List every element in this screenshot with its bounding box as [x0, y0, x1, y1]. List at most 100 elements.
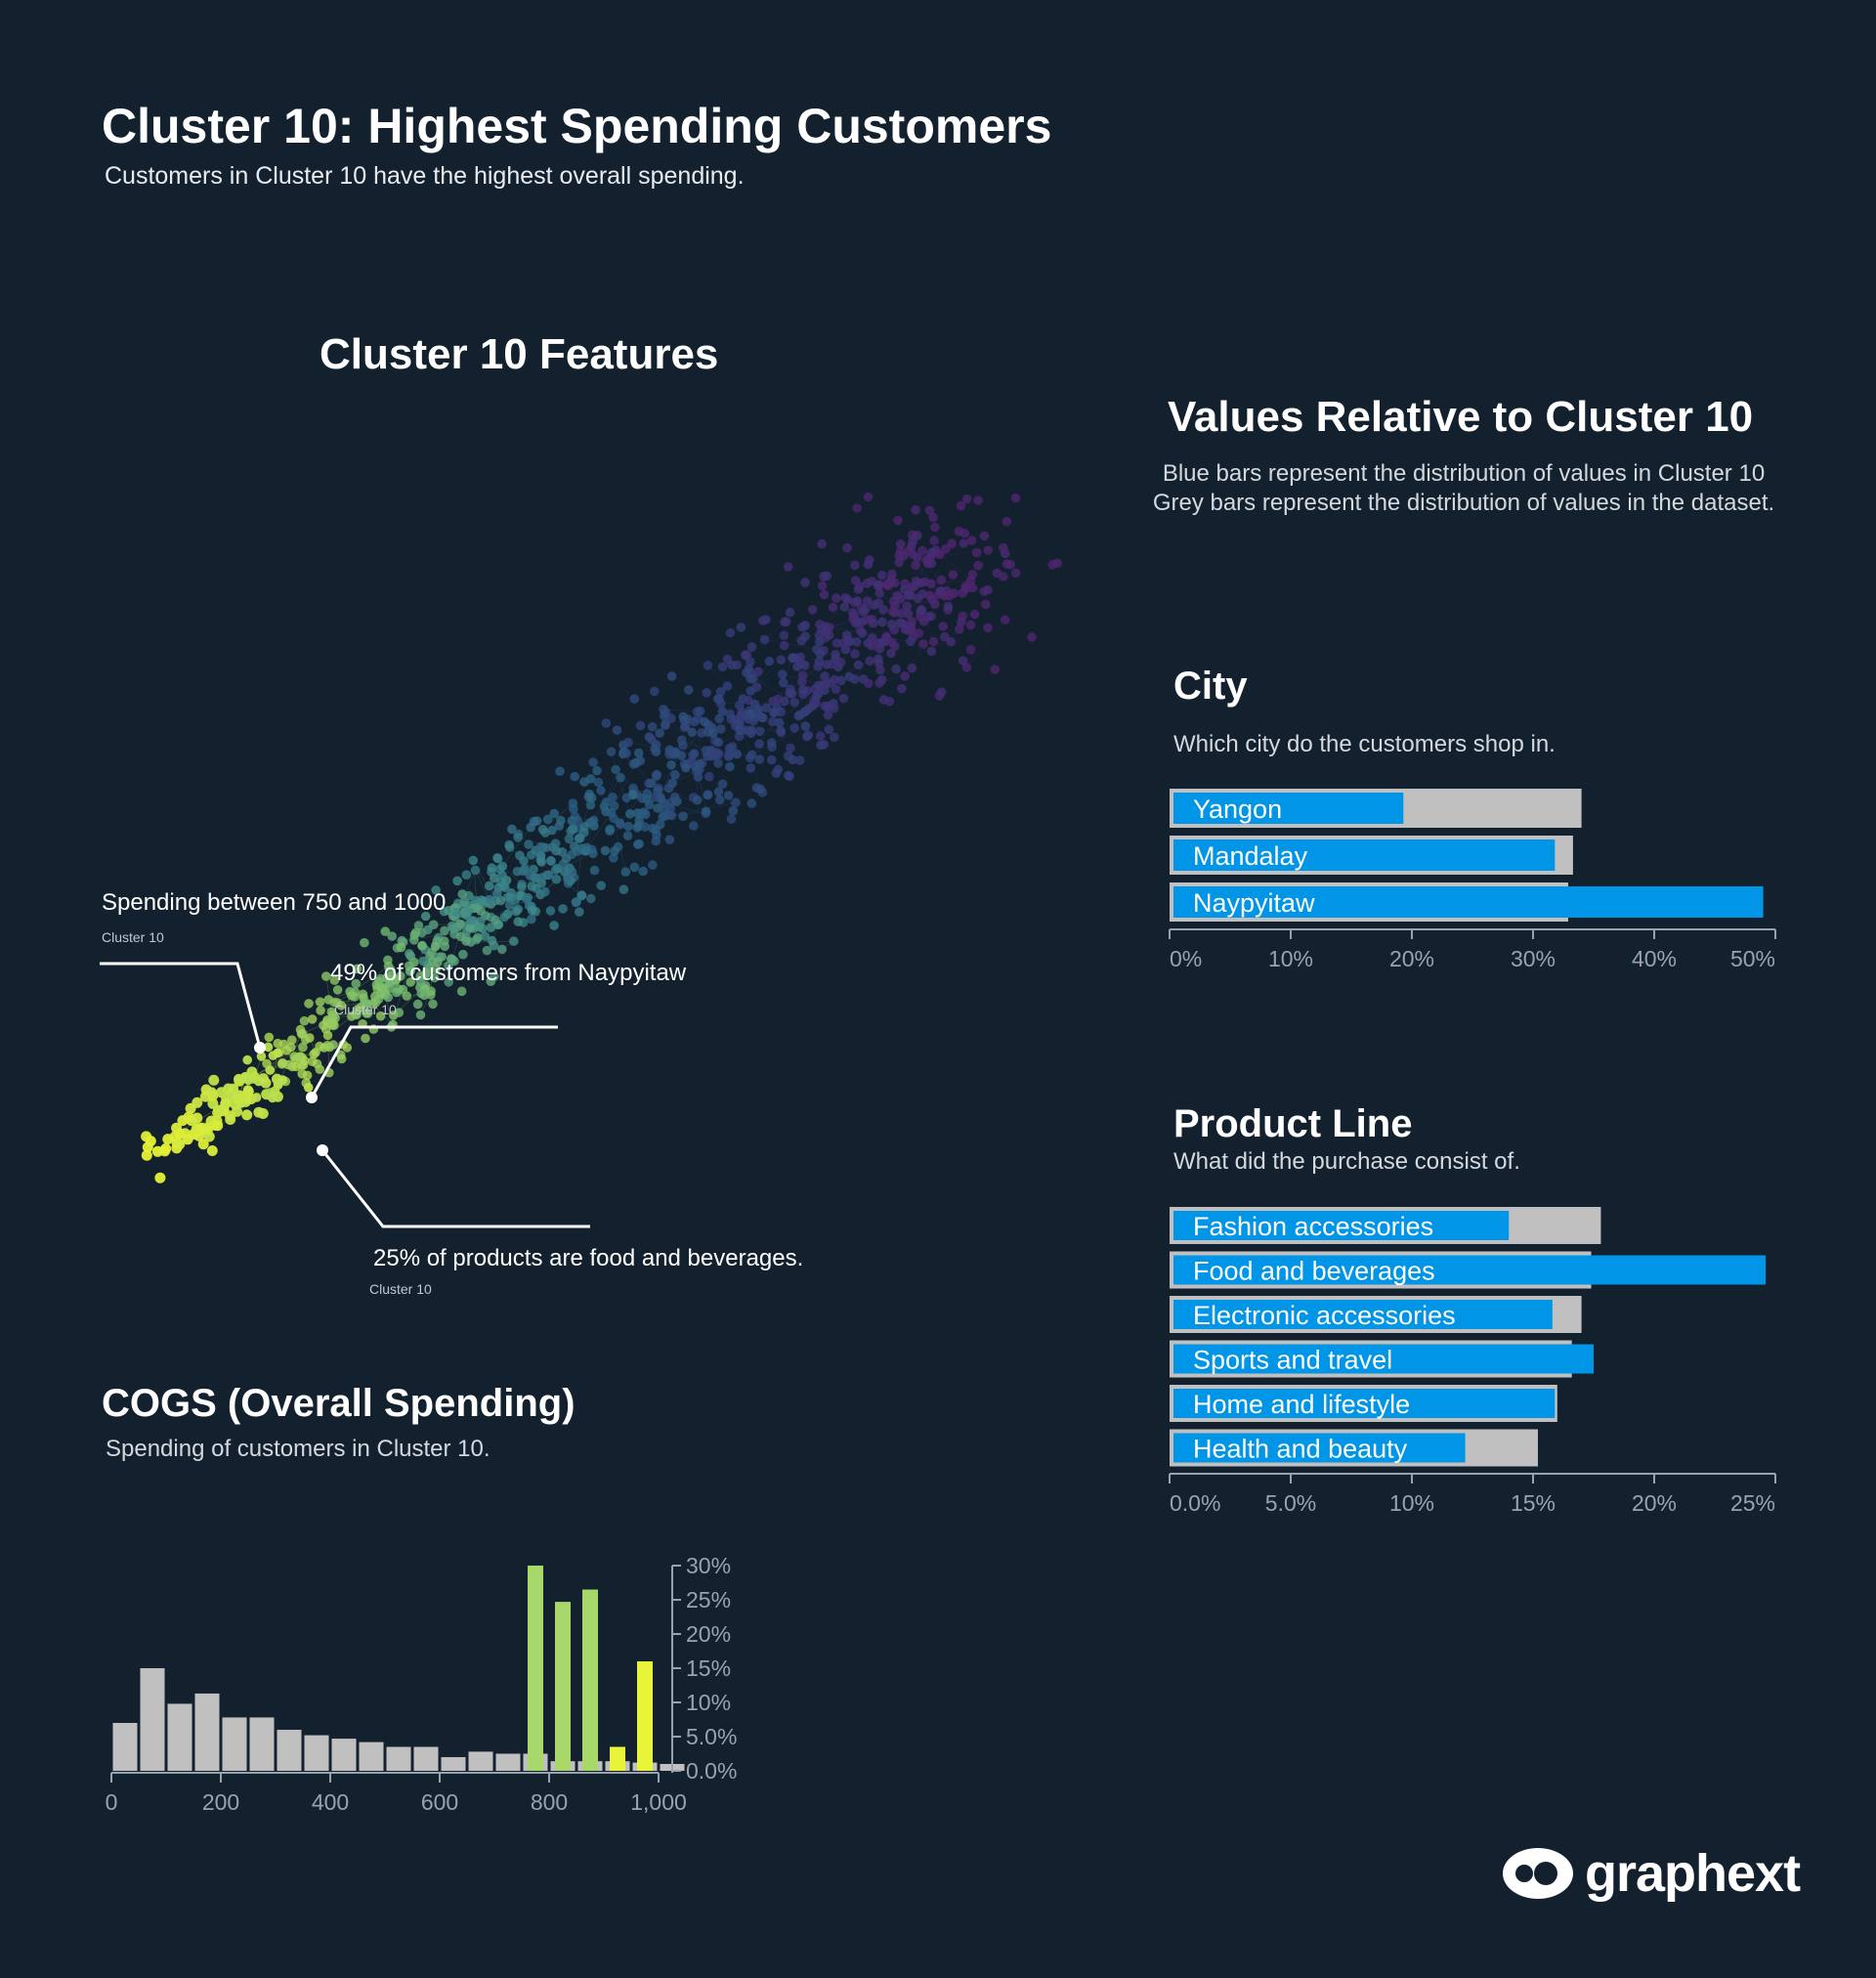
bar-label-1: Food and beverages [1193, 1257, 1435, 1286]
network-node [207, 1090, 219, 1101]
network-node [504, 839, 514, 850]
network-edge [327, 1015, 353, 1036]
network-node [924, 590, 935, 600]
network-node [835, 657, 846, 667]
network-node [304, 999, 314, 1009]
network-node [251, 1093, 262, 1102]
hist-dataset-bar-5 [249, 1717, 275, 1771]
hist-y-tick-label-6: 30% [686, 1553, 731, 1578]
network-node [827, 659, 836, 669]
network-node [257, 1108, 269, 1119]
network-node [596, 786, 606, 796]
network-node [965, 576, 976, 586]
network-node [612, 725, 622, 735]
network-edge [917, 556, 942, 581]
network-node [769, 708, 779, 717]
network-node [715, 687, 726, 697]
network-node [375, 973, 386, 984]
hist-dataset-bar-1 [140, 1668, 165, 1771]
network-node [576, 890, 587, 900]
network-node [947, 538, 957, 548]
network-node [936, 575, 947, 585]
network-node [983, 623, 993, 633]
network-node [413, 921, 424, 930]
network-node [625, 809, 635, 819]
hist-cluster-bar-15 [528, 1566, 543, 1771]
network-node [732, 749, 743, 759]
cluster-bar-1 [1173, 1255, 1767, 1285]
hist-x-tick-label-5: 1,000 [630, 1789, 687, 1815]
network-node [555, 766, 565, 776]
network-node [990, 665, 1000, 674]
network-node [831, 638, 842, 648]
network-node [999, 572, 1008, 581]
network-node [1010, 493, 1021, 503]
network-node [457, 889, 468, 899]
network-node [894, 557, 904, 568]
bar-label-0: Fashion accessories [1193, 1212, 1433, 1241]
network-node [929, 536, 939, 545]
network-node [490, 873, 499, 883]
network-node [852, 596, 863, 606]
network-node [1010, 568, 1021, 579]
network-node [928, 512, 938, 523]
network-node [545, 855, 556, 866]
cluster-bar-2 [1173, 886, 1764, 918]
network-node [298, 1042, 308, 1053]
annotation-lines [100, 962, 590, 1228]
network-node [778, 677, 789, 688]
network-node [179, 1128, 191, 1140]
network-node [513, 904, 523, 915]
network-node [939, 590, 950, 601]
network-node [789, 698, 799, 708]
network-node [716, 724, 726, 734]
network-node [542, 814, 553, 825]
network-node [907, 663, 917, 673]
network-edge [915, 564, 941, 592]
network-edge [825, 625, 887, 638]
network-node [482, 945, 492, 956]
network-node [828, 602, 838, 613]
cluster-bar-0 [1173, 1211, 1510, 1240]
network-edge [336, 966, 389, 1004]
network-node [725, 761, 735, 772]
network-node [296, 1029, 307, 1039]
network-edge [687, 729, 744, 765]
network-node [283, 1059, 293, 1070]
x-tick-label-1: 10% [1268, 946, 1313, 971]
network-node [820, 632, 831, 643]
network-node [652, 769, 661, 780]
network-node [588, 757, 598, 767]
network-node [549, 921, 559, 930]
network-node [922, 558, 933, 569]
network-node [268, 1093, 277, 1103]
network-node [926, 579, 936, 589]
network-node [820, 671, 830, 681]
network-node [717, 779, 728, 789]
network-node [571, 897, 581, 908]
network-node [568, 824, 577, 835]
network-node [716, 699, 726, 709]
network-node [519, 856, 529, 866]
network-node [926, 547, 937, 558]
network-node [429, 972, 440, 983]
network-node [830, 732, 839, 743]
network-edge [254, 1039, 307, 1078]
network-node [206, 1145, 218, 1156]
network-node [967, 582, 978, 593]
product-subtitle: What did the purchase consist of. [1173, 1148, 1520, 1175]
network-node [961, 494, 972, 504]
network-node [726, 714, 737, 724]
network-node [1047, 560, 1057, 570]
network-node [192, 1112, 203, 1124]
network-node [830, 674, 839, 685]
network-edge [614, 762, 637, 806]
network-node [536, 873, 547, 882]
network-node [815, 620, 825, 629]
network-node [264, 1032, 275, 1043]
network-node [495, 895, 506, 906]
network-node [231, 1093, 242, 1104]
network-node [332, 985, 343, 995]
hist-y-tick-label-4: 20% [686, 1621, 731, 1647]
network-node [513, 917, 524, 926]
